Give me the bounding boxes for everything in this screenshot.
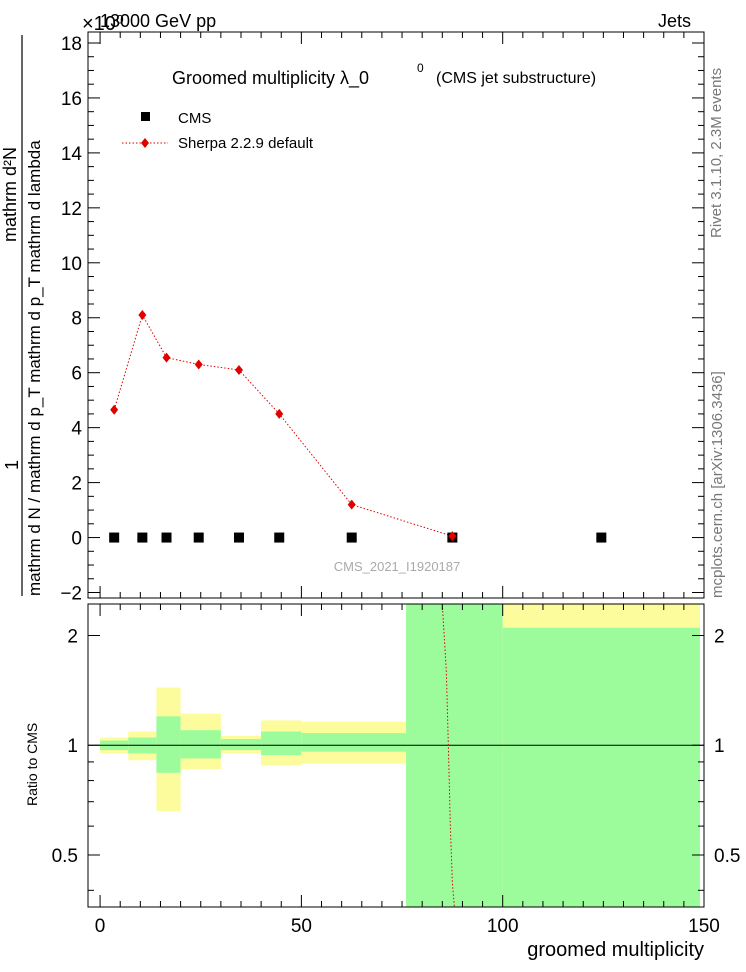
sherpa-data-point (138, 310, 146, 320)
ratio-xtick-label: 50 (291, 916, 312, 937)
ratio-stat-band (156, 716, 180, 772)
ratio-ytick-label-right: 2 (714, 626, 725, 647)
ratio-xtick-label: 150 (688, 916, 720, 937)
xaxis-label: groomed multiplicity (527, 939, 704, 961)
ylabel-denominator: mathrm d N / mathrm d p_T mathrm d p_T m… (25, 140, 44, 596)
main-ytick-label: 2 (71, 474, 82, 495)
main-ytick-label: 8 (71, 309, 82, 330)
legend-cms-label: CMS (178, 110, 211, 127)
sherpa-data-point (163, 353, 171, 363)
ratio-panel: 0 50 100 150 0.5 0.5 1 1 2 2 (52, 604, 741, 937)
ratio-ytick-label: 2 (67, 626, 78, 647)
ratio-stat-band (301, 733, 406, 752)
cms-data-point (234, 533, 244, 543)
main-ytick-label: 12 (61, 199, 82, 220)
sherpa-data-point (195, 359, 203, 369)
cms-data-point (347, 533, 357, 543)
analysis-id: CMS_2021_I1920187 (334, 559, 461, 574)
energy-label: 13000 GeV pp (100, 11, 216, 31)
ratio-xtick-label: 0 (95, 916, 106, 937)
mcplots-label: mcplots.cern.ch [arXiv:1306.3436] (709, 371, 726, 598)
ratio-ylabel: Ratio to CMS (24, 723, 40, 806)
ratio-ytick-label-right: 1 (714, 736, 725, 757)
ratio-stat-band (503, 628, 700, 907)
cms-data-point (109, 533, 119, 543)
main-ytick-label: 6 (71, 364, 82, 385)
sherpa-line (114, 315, 452, 536)
legend-cms-marker (141, 112, 150, 121)
ratio-stat-band (181, 730, 221, 758)
sherpa-data-point (110, 405, 118, 415)
legend-sherpa-label: Sherpa 2.2.9 default (178, 135, 314, 152)
cms-data-point (274, 533, 284, 543)
main-ytick-label: 16 (61, 89, 82, 110)
main-ytick-label: 14 (61, 144, 83, 165)
ratio-xtick-label: 100 (487, 916, 519, 937)
main-ytick-label: −2 (60, 584, 82, 605)
main-ytick-label: 10 (61, 254, 82, 275)
process-label: Jets (658, 11, 691, 31)
main-panel: −2 0 2 4 6 8 10 12 14 16 18 (60, 32, 704, 605)
cms-data-point (596, 533, 606, 543)
ylabel-numerator: 1 (2, 460, 22, 470)
ratio-ytick-label-right: 0.5 (714, 846, 740, 867)
ratio-stat-band (406, 604, 503, 907)
main-ylabel: 1 mathrm d²N mathrm d N / mathrm d p_T m… (0, 35, 44, 596)
ratio-stat-band (261, 732, 301, 755)
chart-title: Groomed multiplicity λ_0 (172, 68, 369, 89)
legend-sherpa-marker (141, 138, 149, 148)
main-ytick-label: 4 (71, 419, 82, 440)
chart-title-suffix: (CMS jet substructure) (436, 70, 596, 87)
cms-data-point (194, 533, 204, 543)
legend: CMS Sherpa 2.2.9 default (122, 110, 314, 152)
sherpa-data-point (235, 365, 243, 375)
ylabel-top: mathrm d²N (0, 147, 20, 242)
chart-title-superscript: 0 (417, 61, 424, 75)
cms-data-point (137, 533, 147, 543)
main-ytick-label: 18 (61, 34, 82, 55)
rivet-label: Rivet 3.1.10, 2.3M events (708, 68, 725, 238)
plot-canvas: ×10⁰ 13000 GeV pp Jets Rivet 3.1.10, 2.3… (0, 0, 746, 972)
ratio-ytick-label: 1 (67, 736, 78, 757)
ratio-ytick-label: 0.5 (52, 846, 78, 867)
cms-data-point (162, 533, 172, 543)
ratio-stat-band (221, 739, 261, 750)
main-ytick-label: 0 (71, 529, 82, 550)
